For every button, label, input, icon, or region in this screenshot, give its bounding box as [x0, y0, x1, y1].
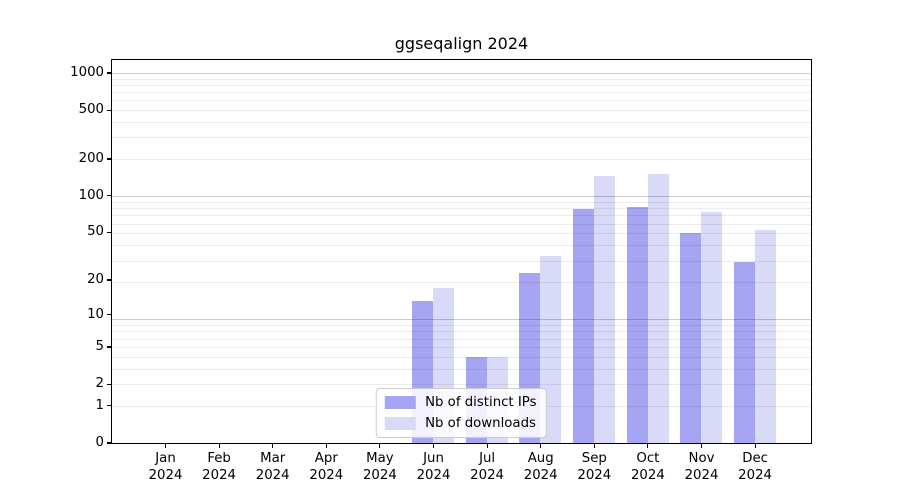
- x-tick-mark: [164, 444, 167, 449]
- y-tick-label-500: 500: [78, 102, 104, 118]
- x-tick-label-sep: Sep 2024: [577, 451, 612, 483]
- y-tick-label-2: 2: [95, 376, 104, 392]
- y-tick-mark: [107, 383, 111, 385]
- gridline: [111, 72, 811, 74]
- bar-downloads-sep: [594, 176, 616, 443]
- x-tick-label-oct: Oct 2024: [630, 451, 665, 483]
- legend-swatch-distinct-ips: [385, 395, 417, 409]
- x-tick-label-apr: Apr 2024: [309, 451, 344, 483]
- y-tick-mark: [107, 442, 111, 444]
- gridline: [111, 121, 811, 123]
- gridline: [111, 78, 811, 80]
- x-tick-mark: [325, 444, 327, 449]
- x-tick-mark: [218, 444, 220, 449]
- y-tick-label-1000: 1000: [70, 65, 104, 81]
- bar-ips-oct: [626, 207, 648, 443]
- y-tick-label-100: 100: [78, 187, 104, 203]
- gridline: [111, 159, 811, 161]
- x-tick-label-may: May 2024: [362, 451, 397, 483]
- y-tick-label-0: 0: [95, 435, 104, 450]
- y-tick-mark: [107, 195, 111, 197]
- x-tick-mark: [647, 444, 649, 449]
- gridline: [111, 319, 811, 321]
- gridline: [111, 368, 811, 370]
- gridline: [111, 100, 811, 102]
- gridline: [111, 110, 811, 111]
- gridline: [111, 331, 811, 333]
- legend-item-downloads: Nb of downloads: [385, 415, 536, 432]
- x-tick-mark: [754, 444, 756, 449]
- x-tick-mark: [272, 444, 274, 449]
- gridline: [111, 346, 811, 348]
- bars-layer: [112, 60, 811, 443]
- gridline: [111, 215, 811, 217]
- y-tick-mark: [107, 313, 111, 316]
- gridline: [111, 91, 811, 93]
- gridline: [111, 137, 811, 139]
- y-tick-mark: [107, 279, 111, 281]
- x-tick-mark: [486, 444, 488, 449]
- gridline: [111, 383, 811, 385]
- y-tick-label-20: 20: [87, 271, 104, 287]
- bar-ips-nov: [680, 233, 702, 443]
- y-tick-label-200: 200: [78, 151, 104, 167]
- gridline: [111, 208, 811, 210]
- y-tick-mark: [107, 346, 111, 348]
- gridline: [111, 233, 811, 235]
- legend-swatch-downloads: [385, 416, 417, 430]
- legend-label-downloads: Nb of downloads: [425, 415, 536, 431]
- bar-downloads-oct: [647, 174, 669, 443]
- x-tick-mark: [540, 444, 542, 449]
- bar-downloads-dec: [754, 230, 776, 443]
- legend-label-distinct-ips: Nb of distinct IPs: [425, 394, 537, 410]
- x-tick-mark: [700, 444, 703, 449]
- x-tick-label-jun: Jun 2024: [416, 451, 451, 483]
- gridline: [111, 260, 811, 262]
- legend-item-distinct-ips: Nb of distinct IPs: [385, 394, 537, 411]
- gridline: [111, 201, 811, 203]
- x-tick-label-dec: Dec 2024: [738, 451, 773, 483]
- gridline: [111, 338, 811, 340]
- gridline: [111, 356, 811, 358]
- x-tick-label-feb: Feb 2024: [202, 451, 237, 483]
- y-tick-label-1: 1: [95, 397, 104, 413]
- x-tick-label-aug: Aug 2024: [523, 451, 558, 483]
- gridline: [111, 84, 811, 86]
- gridline: [111, 325, 811, 327]
- gridline: [111, 245, 811, 247]
- x-tick-label-mar: Mar 2024: [255, 451, 290, 483]
- y-tick-label-50: 50: [87, 224, 104, 240]
- y-tick-mark: [107, 231, 111, 234]
- legend: Nb of distinct IPs Nb of downloads: [376, 387, 547, 438]
- gridline: [111, 282, 811, 284]
- y-tick-label-5: 5: [95, 339, 104, 355]
- gridline: [111, 196, 811, 198]
- gridline: [111, 223, 811, 225]
- x-tick-mark: [432, 444, 435, 449]
- x-tick-mark: [593, 444, 595, 449]
- bar-downloads-nov: [701, 211, 723, 443]
- y-tick-mark: [107, 405, 111, 407]
- x-tick-label-jul: Jul 2024: [470, 451, 505, 483]
- plot-area: Nb of distinct IPs Nb of downloads: [110, 58, 812, 444]
- y-tick-label-10: 10: [87, 306, 104, 322]
- x-tick-label-nov: Nov 2024: [684, 451, 719, 483]
- gridlines-layer: [111, 60, 811, 443]
- bar-ips-sep: [573, 208, 595, 443]
- y-tick-mark: [107, 72, 111, 74]
- chart-title: ggseqalign 2024: [394, 34, 529, 53]
- x-tick-mark: [379, 444, 381, 449]
- bar-ips-dec: [733, 262, 755, 443]
- y-tick-mark: [107, 158, 111, 160]
- x-tick-label-jan: Jan 2024: [148, 451, 183, 483]
- y-tick-mark: [107, 109, 111, 111]
